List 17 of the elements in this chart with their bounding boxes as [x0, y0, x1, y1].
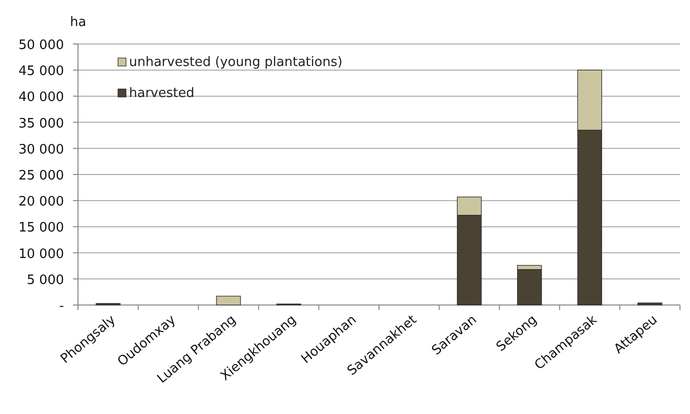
legend-label: unharvested (young plantations) [129, 55, 342, 70]
y-axis-title: ha [70, 15, 86, 30]
y-tick-label: 30 000 [18, 142, 64, 158]
y-tick-label: 40 000 [18, 90, 64, 106]
y-tick-label: 35 000 [18, 116, 64, 132]
y-tick-label: 45 000 [18, 64, 64, 80]
legend-label: harvested [129, 86, 194, 101]
bar [216, 296, 241, 306]
y-tick-label: - [59, 299, 64, 314]
y-tick-label: 5 000 [26, 272, 64, 288]
y-tick-label: 25 000 [18, 168, 64, 184]
y-tick-label: 10 000 [18, 246, 64, 262]
y-tick-label: 20 000 [18, 194, 64, 210]
bar [638, 302, 662, 306]
y-tick-label: 50 000 [18, 38, 64, 53]
bar [517, 269, 542, 306]
y-tick-label: 15 000 [18, 220, 64, 236]
